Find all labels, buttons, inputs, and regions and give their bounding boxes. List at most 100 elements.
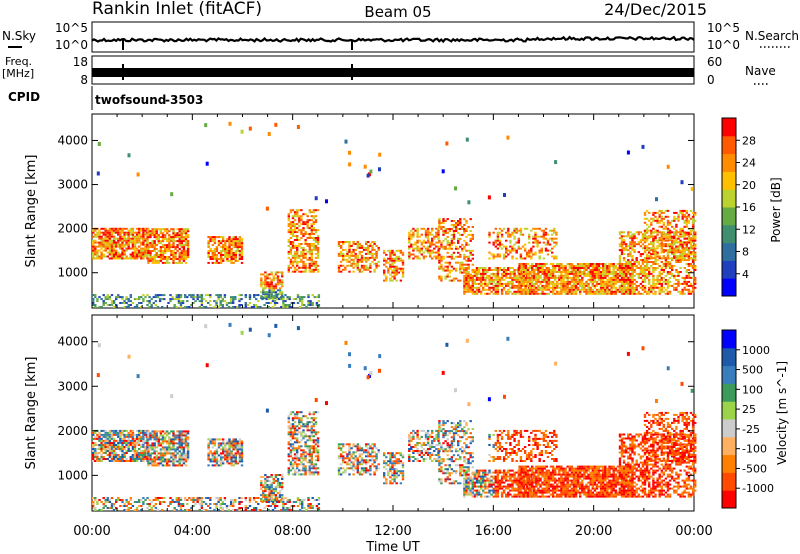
echo-cell: [635, 267, 638, 269]
echo-cell: [691, 219, 695, 222]
echo-cell: [677, 274, 680, 277]
echo-cell: [681, 233, 684, 236]
echo-cell: [389, 251, 392, 254]
echo-cell: [536, 235, 539, 238]
echo-cell: [528, 235, 531, 238]
echo-cell: [92, 241, 95, 244]
echo-cell: [534, 239, 537, 242]
echo-cell: [446, 273, 449, 276]
echo-cell: [312, 248, 316, 251]
echo-cell: [675, 249, 678, 252]
echo-cell: [440, 279, 443, 282]
echo-cell: [500, 284, 504, 287]
echo-cell: [681, 247, 684, 250]
echo-cell: [178, 256, 181, 258]
echo-cell: [528, 271, 532, 273]
echo-cell: [568, 286, 571, 289]
echo-cell: [591, 280, 594, 283]
echo-cell: [546, 233, 550, 236]
echo-cell: [587, 271, 590, 273]
echo-cell: [467, 226, 470, 228]
echo-cell: [108, 237, 112, 240]
echo-cell: [650, 249, 653, 252]
echo-cell: [356, 241, 359, 243]
echo-cell: [475, 292, 479, 295]
echo-cell: [112, 235, 116, 238]
echo-cell: [112, 249, 116, 252]
echo-cell: [528, 241, 531, 244]
echo-cell: [291, 241, 295, 243]
echo-cell: [471, 274, 474, 277]
echo-cell: [147, 462, 150, 465]
echo-cell: [543, 280, 546, 283]
echo-cell: [117, 239, 120, 242]
echo-cell: [138, 237, 141, 240]
echo-cell: [492, 257, 495, 260]
echo-cell: [339, 250, 343, 253]
echo-cell: [121, 239, 124, 242]
echo-cell: [153, 232, 156, 235]
echo-cell: [643, 229, 647, 232]
echo-cell: [671, 235, 674, 238]
echo-cell: [168, 464, 171, 467]
echo-cell: [524, 290, 528, 293]
echo-cell: [312, 217, 316, 220]
echo-cell: [186, 254, 190, 256]
echo-cell: [620, 276, 624, 279]
echo-cell: [119, 245, 122, 248]
echo-cell: [631, 259, 634, 262]
echo-cell: [410, 245, 413, 248]
echo-cell: [671, 269, 674, 271]
echo-cell: [155, 432, 158, 435]
echo-cell: [689, 229, 693, 232]
echo-cell: [284, 304, 287, 306]
echo-cell: [144, 253, 147, 256]
echo-cell: [272, 277, 275, 280]
echo-cell: [259, 306, 262, 308]
echo-cell: [300, 215, 303, 218]
echo-cell: [583, 263, 586, 265]
echo-cell: [182, 258, 186, 260]
echo-cell: [662, 239, 665, 242]
echo-cell: [121, 450, 124, 452]
echo-cell: [459, 233, 462, 236]
echo-cell: [100, 454, 103, 456]
echo-cell: [153, 434, 156, 437]
echo-cell: [556, 284, 559, 287]
echo-cell: [352, 260, 355, 263]
echo-cell: [694, 239, 697, 242]
echo-cell: [172, 258, 175, 260]
echo-cell: [511, 257, 514, 260]
echo-cell: [102, 302, 105, 304]
echo-cell: [597, 263, 601, 265]
echo-cell: [618, 286, 622, 289]
echo-cell: [539, 271, 542, 273]
echo-cell: [144, 249, 147, 252]
echo-cell: [138, 298, 141, 301]
echo-cell: [545, 271, 548, 273]
echo-cell: [144, 245, 147, 248]
echo-cell: [520, 276, 523, 279]
echo-cell: [217, 242, 221, 245]
echo-cell: [579, 274, 582, 277]
echo-cell: [268, 289, 271, 292]
echo-cell: [467, 284, 470, 287]
echo-cell: [182, 254, 186, 256]
echo-cell: [287, 223, 290, 226]
echo-cell: [494, 255, 497, 258]
echo-cell: [505, 251, 508, 254]
echo-cell: [383, 257, 386, 260]
echo-cell: [546, 243, 550, 246]
echo-cell: [293, 268, 297, 271]
echo-cell: [531, 290, 534, 293]
echo-cell: [153, 456, 156, 459]
echo-cell: [602, 280, 605, 283]
echo-cell: [354, 248, 357, 251]
echo-cell: [645, 265, 649, 267]
echo-cell: [135, 458, 139, 460]
echo-cell: [576, 267, 580, 269]
echo-cell: [133, 454, 137, 456]
echo-cell: [151, 452, 154, 455]
echo-cell: [222, 258, 225, 260]
echo-cell: [395, 267, 398, 270]
